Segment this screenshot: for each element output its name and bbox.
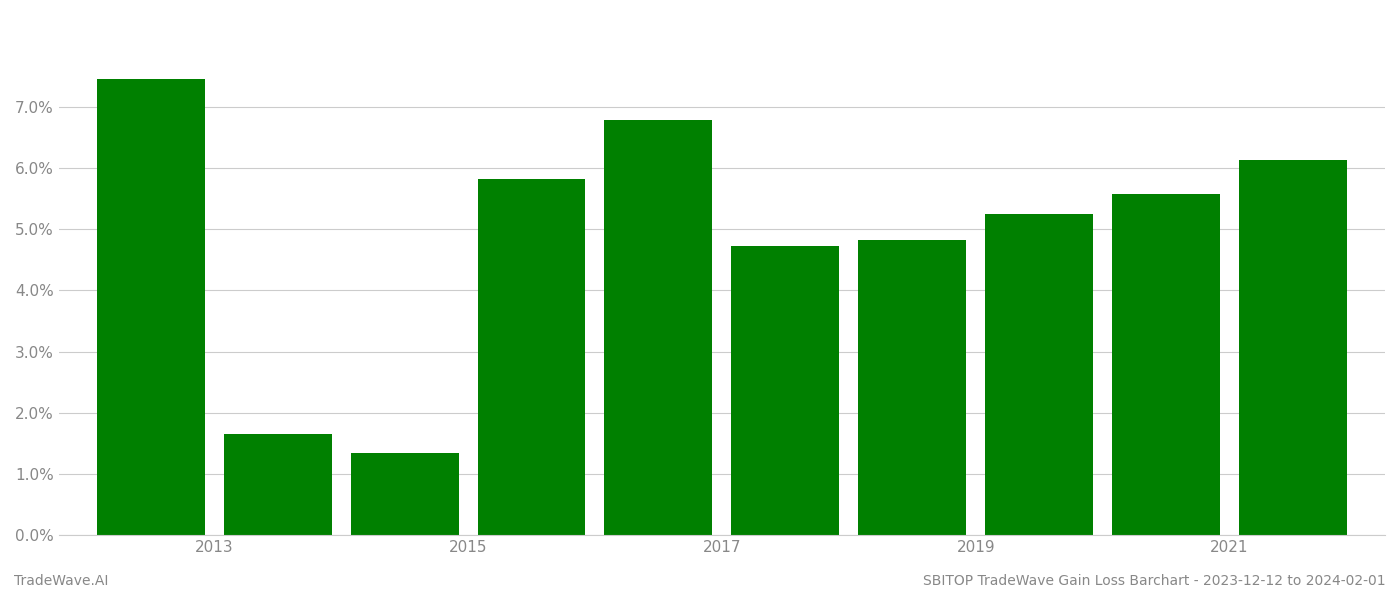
Bar — [1112, 194, 1219, 535]
Bar — [986, 214, 1093, 535]
Bar — [605, 120, 713, 535]
Bar — [477, 179, 585, 535]
Bar — [731, 247, 839, 535]
Bar — [858, 240, 966, 535]
Bar — [224, 434, 332, 535]
Bar — [350, 452, 459, 535]
Bar — [1239, 160, 1347, 535]
Text: SBITOP TradeWave Gain Loss Barchart - 2023-12-12 to 2024-02-01: SBITOP TradeWave Gain Loss Barchart - 20… — [924, 574, 1386, 588]
Bar — [97, 79, 204, 535]
Text: TradeWave.AI: TradeWave.AI — [14, 574, 108, 588]
